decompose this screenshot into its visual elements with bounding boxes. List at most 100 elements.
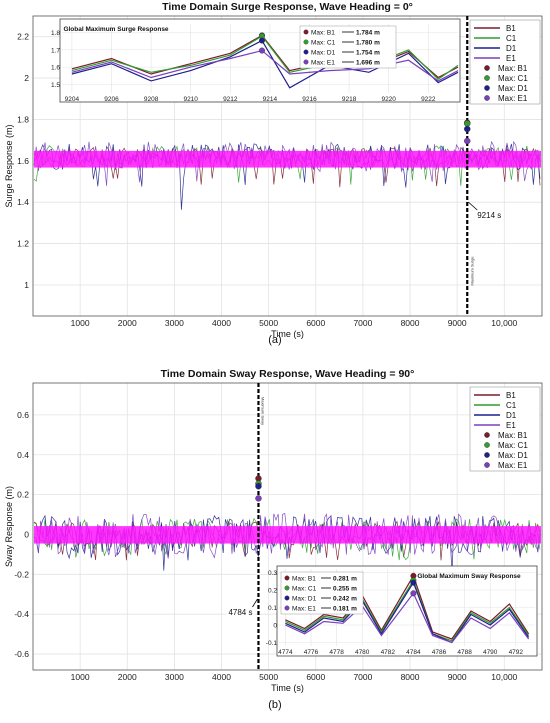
legend-max-label: Max: D1 <box>498 84 528 93</box>
legend-marker-E1 <box>484 95 490 101</box>
time-label: 4784 s <box>228 608 252 617</box>
inset-y-tick-label: 1.7 <box>51 47 60 54</box>
plot-frame <box>32 15 543 317</box>
y-tick-label: 0.4 <box>17 450 29 460</box>
inset-series-C1 <box>71 35 459 80</box>
max-point-D1 <box>255 483 262 490</box>
legend-label: B1 <box>506 391 516 400</box>
inset-chart: 9204 9206 9208 9210 9212 9214 9216 9218 9220 9222… <box>51 18 461 103</box>
y-tick-label: 2 <box>24 73 29 83</box>
x-tick-label: 2000 <box>118 672 137 682</box>
inset-y-tick-label: -0.1 <box>266 640 278 647</box>
inset-legend-value: 1.696 m <box>356 60 380 67</box>
inset-x-tick-label: 9222 <box>421 96 436 103</box>
inset-legend-box <box>280 571 364 615</box>
inset-chart: 4774 4776 4778 4780 4782 4784 4786 4788 4790 4792… <box>266 565 538 657</box>
legend-label: C1 <box>506 401 517 410</box>
legend-box <box>469 19 541 105</box>
inset-legend-value: 0.255 m <box>333 586 357 593</box>
x-tick-label: 8000 <box>401 318 420 328</box>
chart-panel-2: Time Domain Sway Response, Wave Heading … <box>4 368 543 693</box>
x-tick-label: 10,000 <box>491 672 517 682</box>
inset-title: Global Maximum Sway Response <box>417 573 521 580</box>
inset-legend-value: 0.281 m <box>333 576 357 583</box>
legend-label: E1 <box>506 421 516 430</box>
inset-legend-marker-E1 <box>284 605 290 611</box>
inset-y-tick-label: 1.5 <box>51 82 60 89</box>
inset-legend-label: Max: D1 <box>292 596 317 603</box>
legend-marker-C1 <box>484 75 490 81</box>
max-point-E1 <box>255 495 262 502</box>
x-tick-label: 3000 <box>165 672 184 682</box>
legend-max-label: Max: D1 <box>498 451 528 460</box>
inset-legend-marker-C1 <box>284 585 290 591</box>
legend-max-label: Max: E1 <box>498 461 528 470</box>
y-tick-label: -0.6 <box>14 649 29 659</box>
inset-x-tick-label: 4774 <box>278 649 293 656</box>
legend-marker-B1 <box>484 432 490 438</box>
max-point-C1 <box>464 120 471 127</box>
inset-max-point-E1 <box>258 47 265 54</box>
x-tick-label: 7000 <box>353 672 372 682</box>
x-axis-label: Time (s) <box>271 683 304 693</box>
max-point-D1 <box>464 125 471 133</box>
x-tick-label: 1000 <box>71 672 90 682</box>
legend-label: C1 <box>506 34 517 43</box>
inset-legend-label: Max: B1 <box>292 576 316 583</box>
inset-legend-value: 1.780 m <box>356 40 380 47</box>
inset-x-tick-label: 4790 <box>483 649 498 656</box>
inset-y-tick-label: 0 <box>273 623 277 630</box>
inset-x-tick-label: 9206 <box>104 96 119 103</box>
inset-x-tick-label: 4776 <box>304 649 319 656</box>
legend-marker-B1 <box>484 65 490 71</box>
inset-x-tick-label: 9204 <box>65 96 80 103</box>
inset-max-point-D1 <box>410 579 417 586</box>
inset-y-tick-label: 1.8 <box>51 30 60 37</box>
x-tick-label: 9000 <box>448 318 467 328</box>
figure-caption: (b) <box>268 699 281 711</box>
figure-caption: (a) <box>268 334 281 346</box>
legend-marker-D1 <box>484 452 490 458</box>
inset-x-tick-label: 9220 <box>381 96 396 103</box>
series-line-D1 <box>33 514 541 574</box>
inset-x-tick-label: 4788 <box>457 649 472 656</box>
y-tick-label: 1.4 <box>17 197 29 207</box>
inset-y-tick-label: 0.1 <box>268 605 277 612</box>
inset-y-tick-label: 0.2 <box>268 588 277 595</box>
x-tick-label: 1000 <box>71 318 90 328</box>
inset-x-tick-label: 4780 <box>355 649 370 656</box>
inset-legend-marker-E1 <box>303 59 309 65</box>
inset-legend-label: Max: B1 <box>311 30 335 37</box>
inset-series-B1 <box>71 34 459 79</box>
x-axis-label: Time (s) <box>271 329 304 339</box>
x-tick-label: 8000 <box>401 672 420 682</box>
x-tick-label: 4000 <box>212 672 231 682</box>
x-tick-label: 5000 <box>259 318 278 328</box>
legend-label: D1 <box>506 411 517 420</box>
y-tick-label: 0.6 <box>17 410 29 420</box>
time-label-box <box>475 210 504 221</box>
inset-legend-label: Max: E1 <box>311 60 335 67</box>
inset-legend-value: 1.754 m <box>356 50 380 57</box>
y-tick-label: 1.6 <box>17 156 29 166</box>
y-tick-label: 0.2 <box>17 490 29 500</box>
inset-max-point-E1 <box>410 590 417 597</box>
max-line-note: Maximum Sway <box>260 397 265 425</box>
max-point-E1 <box>464 137 471 145</box>
y-tick-label: 2.2 <box>17 32 29 42</box>
inset-legend-label: Max: C1 <box>292 586 317 593</box>
inset-legend-marker-D1 <box>284 595 290 601</box>
chart-title: Time Domain Surge Response, Wave Heading… <box>162 1 413 13</box>
legend-marker-D1 <box>484 85 490 91</box>
inset-legend-value: 1.784 m <box>356 30 380 37</box>
time-label-box <box>226 607 255 618</box>
inset-x-tick-label: 9218 <box>342 96 357 103</box>
legend-max-label: Max: B1 <box>498 431 528 440</box>
inset-legend-label: Max: C1 <box>311 40 336 47</box>
x-tick-label: 4000 <box>212 318 231 328</box>
inset-x-tick-label: 4782 <box>381 649 396 656</box>
inset-legend-marker-B1 <box>303 29 309 35</box>
inset-legend-marker-D1 <box>303 49 309 55</box>
y-axis-label: Surge Response (m) <box>4 124 14 207</box>
